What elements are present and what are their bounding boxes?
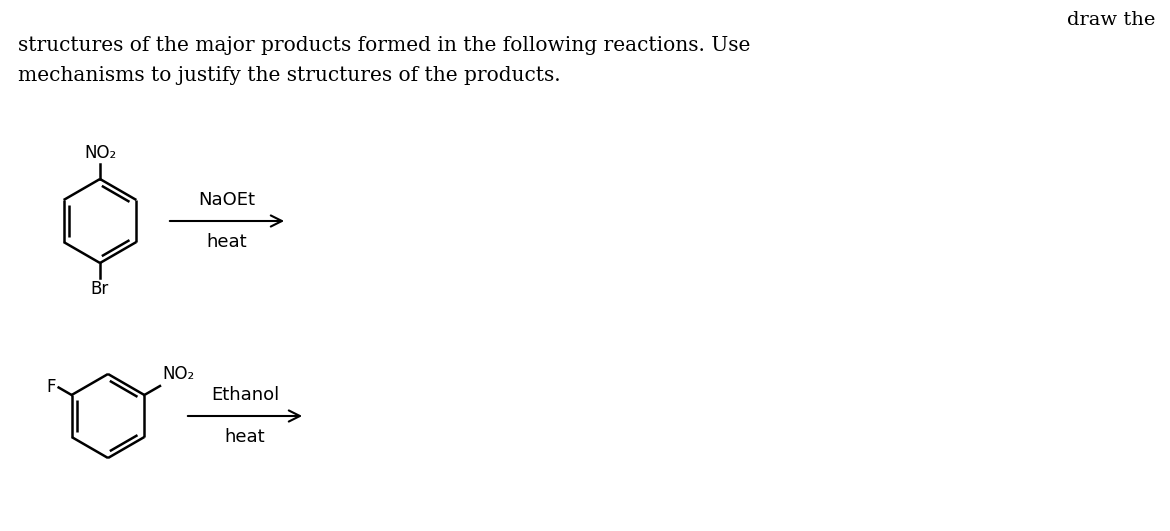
Text: heat: heat — [207, 233, 247, 251]
Text: mechanisms to justify the structures of the products.: mechanisms to justify the structures of … — [18, 66, 560, 85]
Text: Br: Br — [91, 280, 109, 298]
Text: structures of the major products formed in the following reactions. Use: structures of the major products formed … — [18, 36, 750, 55]
Text: NO₂: NO₂ — [161, 365, 194, 383]
Text: NaOEt: NaOEt — [199, 191, 255, 209]
Text: draw the: draw the — [1067, 11, 1155, 29]
Text: NO₂: NO₂ — [84, 144, 116, 162]
Text: Ethanol: Ethanol — [211, 386, 280, 404]
Text: F: F — [46, 379, 56, 397]
Text: heat: heat — [225, 428, 266, 446]
